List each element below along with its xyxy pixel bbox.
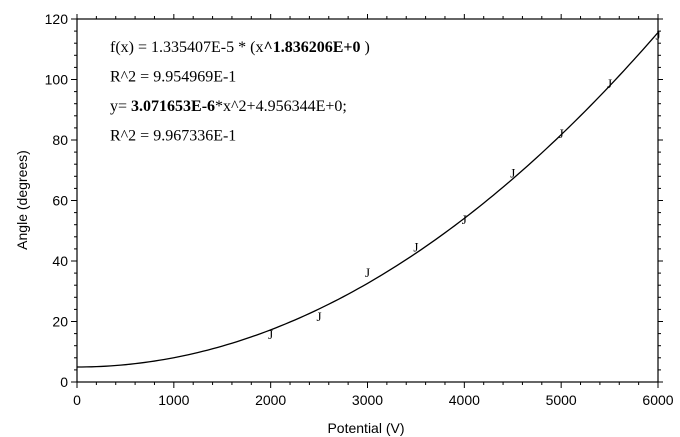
y-tick-label: 20 [52, 314, 68, 330]
annotation-segment: ) [361, 39, 370, 56]
data-point: J [559, 126, 564, 141]
fit-annotation-line: R^2 = 9.954969E-1 [110, 69, 236, 86]
x-tick-label: 5000 [546, 392, 577, 408]
annotation-segment: *x^2+4.956344E+0; [215, 98, 347, 115]
x-tick-label: 0 [73, 392, 81, 408]
data-point: J [268, 327, 273, 342]
annotation-segment: y= [110, 98, 131, 115]
x-tick-label: 3000 [352, 392, 383, 408]
y-tick-label: 100 [45, 72, 69, 88]
y-tick-label: 80 [52, 132, 68, 148]
x-tick-label: 2000 [255, 392, 286, 408]
x-tick-label: 1000 [158, 392, 189, 408]
y-axis-ticks: 0 20 40 60 80 100 120 [45, 11, 663, 390]
annotation-segment: ^1.836206E+0 [263, 39, 360, 56]
data-point: J [317, 309, 322, 324]
annotation-segment: R^2 = 9.967336E-1 [110, 128, 236, 145]
x-axis-ticks: 0 1000 2000 3000 4000 5000 6000 [73, 14, 674, 408]
fit-annotation-line: R^2 = 9.967336E-1 [110, 128, 236, 145]
fit-curve [76, 32, 659, 368]
y-tick-label: 120 [45, 11, 69, 27]
fit-annotation-line: f(x) = 1.335407E-5 * (x^1.836206E+0 ) [110, 39, 370, 56]
data-point: J [365, 265, 370, 280]
fit-annotations: f(x) = 1.335407E-5 * (x^1.836206E+0 ) R^2… [110, 39, 370, 145]
x-tick-label: 4000 [449, 392, 480, 408]
y-tick-label: 60 [52, 193, 68, 209]
data-point: J [607, 76, 612, 91]
data-markers: J J J J J J J J J [268, 28, 660, 342]
data-point: J [510, 165, 515, 180]
annotation-segment: R^2 = 9.954969E-1 [110, 69, 236, 86]
fit-annotation-line: y= 3.071653E-6*x^2+4.956344E+0; [110, 98, 347, 115]
y-axis-title: Angle (degrees) [14, 150, 30, 250]
annotation-segment: 3.071653E-6 [131, 98, 215, 115]
y-tick-label: 40 [52, 253, 68, 269]
x-axis-title: Potential (V) [327, 420, 404, 436]
data-point: J [413, 239, 418, 254]
data-point: J [462, 212, 467, 227]
y-tick-label: 0 [60, 374, 68, 390]
x-tick-label: 6000 [642, 392, 673, 408]
fit-curve-group [76, 32, 659, 368]
annotation-segment: f(x) = 1.335407E-5 * (x [110, 39, 263, 56]
data-point: J [655, 28, 660, 43]
